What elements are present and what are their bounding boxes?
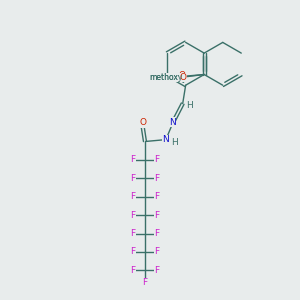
- Text: methoxy: methoxy: [167, 69, 228, 83]
- Text: H: H: [171, 138, 178, 147]
- Text: F: F: [130, 155, 136, 164]
- Text: F: F: [130, 266, 136, 275]
- Text: N: N: [169, 118, 176, 127]
- Text: F: F: [154, 192, 159, 201]
- Text: F: F: [130, 248, 136, 256]
- Text: F: F: [154, 229, 159, 238]
- Text: F: F: [130, 192, 136, 201]
- Text: O: O: [139, 118, 146, 127]
- Text: O: O: [178, 71, 185, 80]
- Text: F: F: [130, 229, 136, 238]
- Text: F: F: [154, 155, 159, 164]
- Text: F: F: [154, 174, 159, 183]
- Text: F: F: [130, 211, 136, 220]
- Text: F: F: [154, 211, 159, 220]
- Text: H: H: [186, 100, 193, 109]
- Text: N: N: [162, 135, 169, 144]
- Text: methoxy: methoxy: [149, 73, 182, 82]
- Text: O: O: [179, 73, 186, 82]
- Text: methoxy: methoxy: [149, 73, 182, 82]
- Text: F: F: [154, 266, 159, 275]
- Text: F: F: [154, 248, 159, 256]
- Text: F: F: [130, 174, 136, 183]
- Text: F: F: [142, 278, 148, 287]
